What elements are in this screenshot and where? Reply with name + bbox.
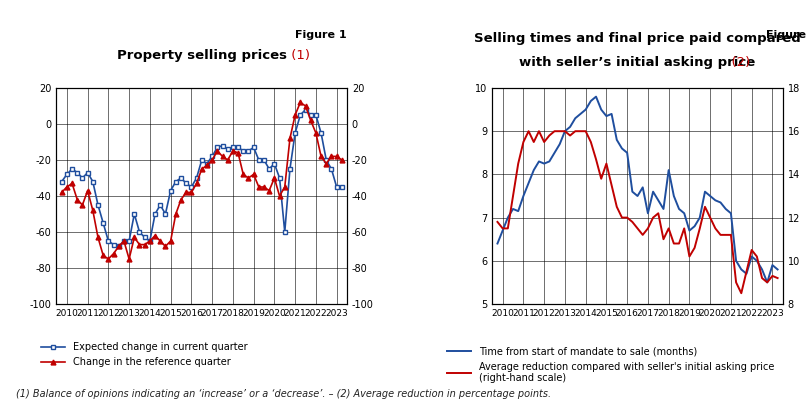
- Legend: Time from start of mandate to sale (months), Average reduction compared with sel: Time from start of mandate to sale (mont…: [443, 343, 778, 387]
- Text: (2): (2): [723, 56, 751, 68]
- Text: Property selling prices: Property selling prices: [117, 49, 286, 62]
- Text: (1) Balance of opinions indicating an ‘increase’ or a ‘decrease’. – (2) Average : (1) Balance of opinions indicating an ‘i…: [16, 389, 551, 399]
- Text: Selling times and final price paid compared: Selling times and final price paid compa…: [475, 32, 801, 45]
- Text: Figure 1: Figure 1: [295, 30, 347, 40]
- Text: (1): (1): [287, 49, 311, 62]
- Legend: Expected change in current quarter, Change in the reference quarter: Expected change in current quarter, Chan…: [37, 338, 252, 371]
- Text: Figure 2: Figure 2: [766, 30, 807, 40]
- Text: with seller’s initial asking price: with seller’s initial asking price: [520, 56, 755, 68]
